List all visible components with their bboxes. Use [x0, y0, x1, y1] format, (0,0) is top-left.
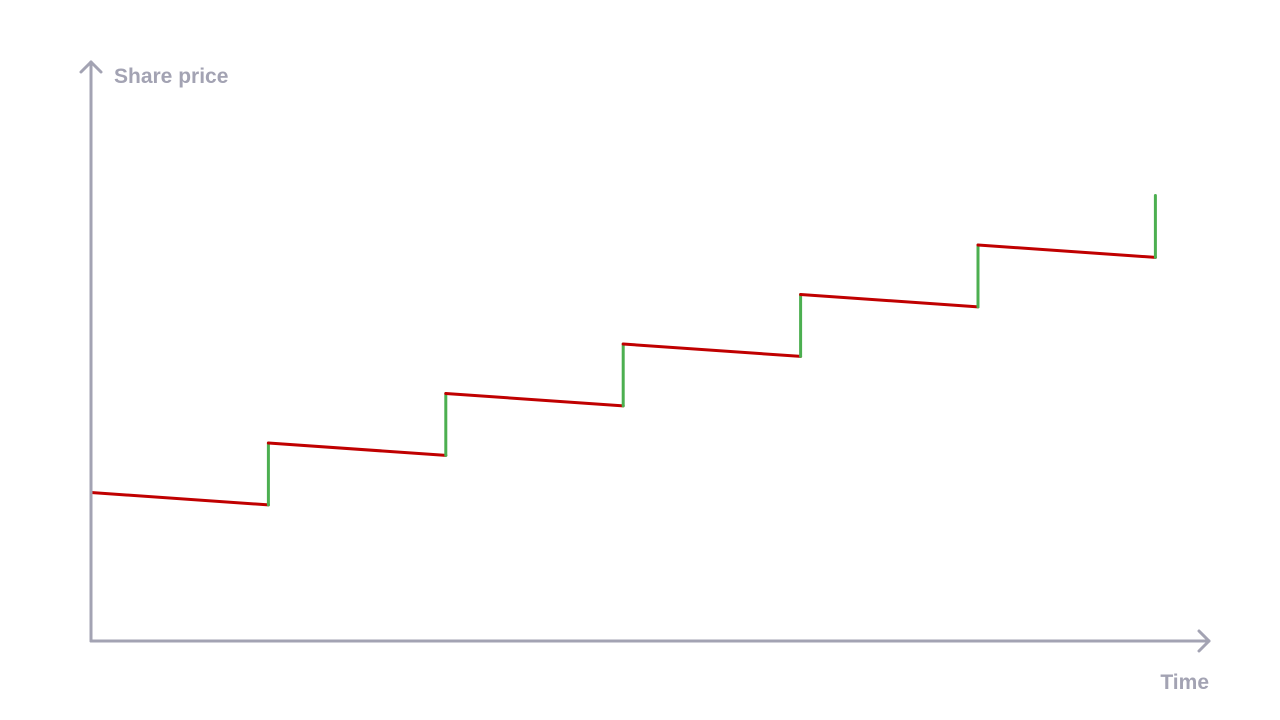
y-axis-arrow-icon [79, 60, 103, 74]
x-axis [89, 629, 1211, 653]
price-decline-segment [621, 342, 803, 358]
price-path [89, 194, 1157, 507]
price-decline-segment [89, 491, 270, 507]
price-decline-segment [799, 293, 980, 309]
price-decline-segment [266, 441, 448, 457]
x-axis-arrow-icon [1197, 629, 1211, 653]
y-axis [79, 60, 103, 643]
y-axis-label: Share price [114, 65, 228, 88]
price-decline-segment [976, 243, 1157, 259]
x-axis-label: Time [1160, 671, 1209, 694]
price-decline-segment [444, 392, 625, 408]
